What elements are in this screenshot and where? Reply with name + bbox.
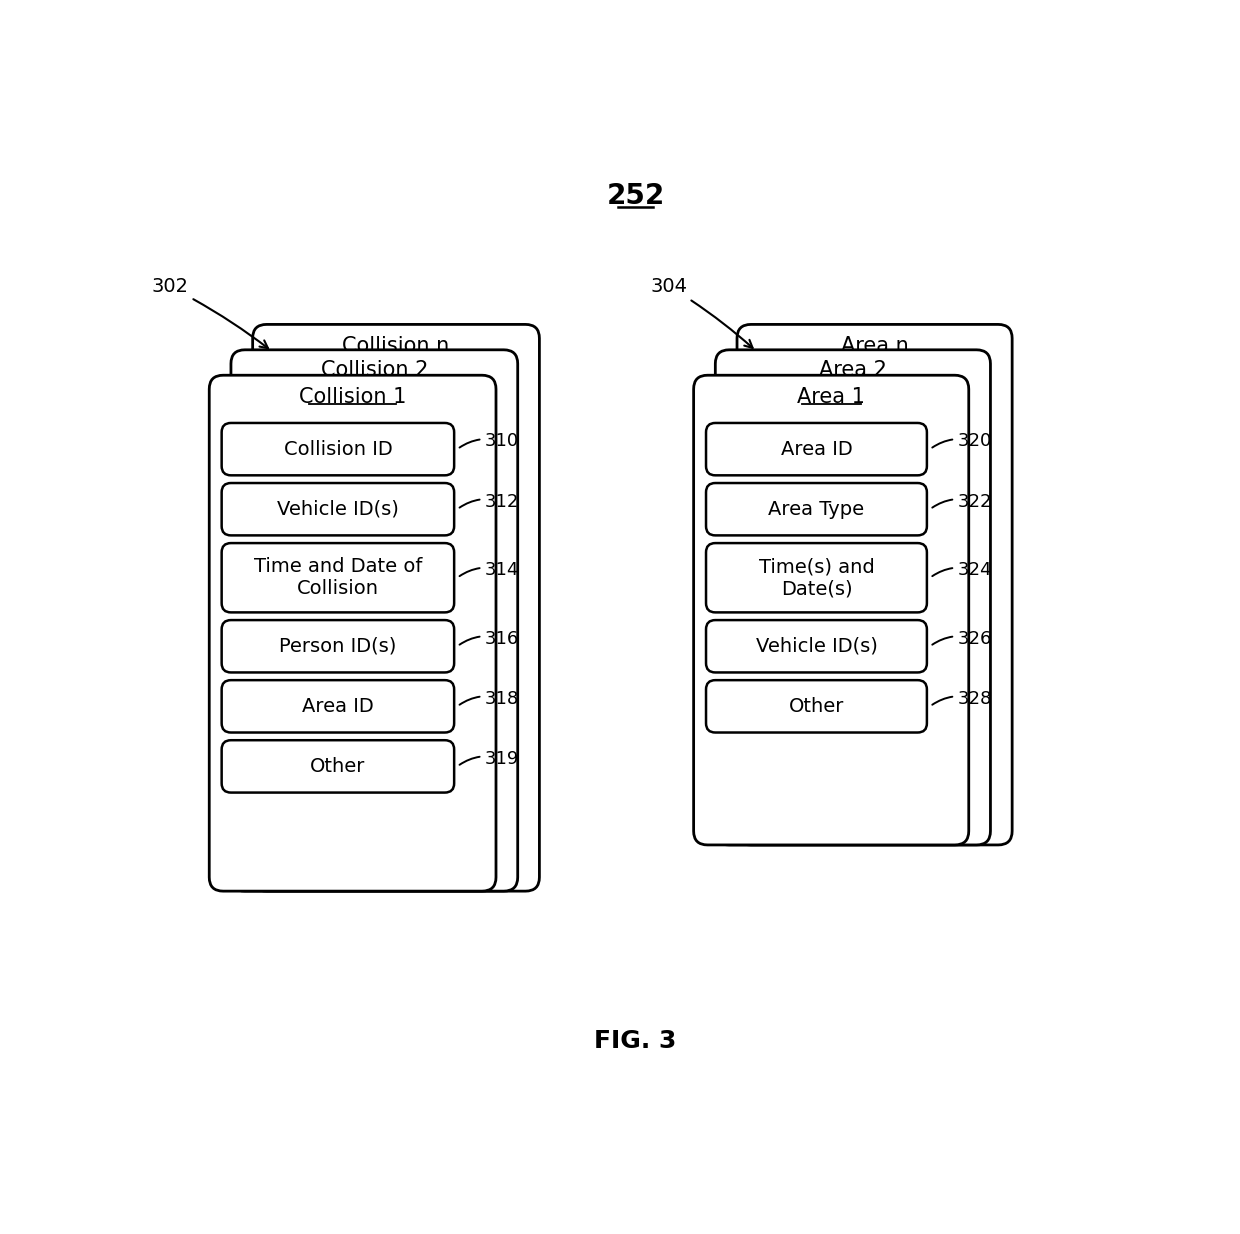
Text: • • •: • • • xyxy=(848,360,901,380)
Text: 302: 302 xyxy=(151,278,268,348)
Text: Area Type: Area Type xyxy=(769,500,864,518)
FancyBboxPatch shape xyxy=(210,375,496,891)
Text: Area ID: Area ID xyxy=(781,439,852,459)
Text: Vehicle ID(s): Vehicle ID(s) xyxy=(755,637,878,655)
FancyBboxPatch shape xyxy=(222,423,454,475)
Text: Vehicle ID(s): Vehicle ID(s) xyxy=(277,500,399,518)
Text: Collision 2: Collision 2 xyxy=(321,360,428,380)
FancyBboxPatch shape xyxy=(706,543,926,612)
Text: FIG. 3: FIG. 3 xyxy=(594,1029,677,1054)
FancyBboxPatch shape xyxy=(706,482,926,536)
Text: Area 1: Area 1 xyxy=(797,386,866,407)
Text: 326: 326 xyxy=(932,629,992,648)
FancyBboxPatch shape xyxy=(222,482,454,536)
Text: 252: 252 xyxy=(606,181,665,210)
Text: Person ID(s): Person ID(s) xyxy=(279,637,397,655)
Text: Collision n: Collision n xyxy=(342,336,450,355)
FancyBboxPatch shape xyxy=(222,543,454,612)
Text: 322: 322 xyxy=(932,492,992,511)
FancyBboxPatch shape xyxy=(222,740,454,792)
FancyBboxPatch shape xyxy=(222,680,454,733)
Text: Other: Other xyxy=(789,697,844,716)
FancyBboxPatch shape xyxy=(706,423,926,475)
Text: 312: 312 xyxy=(460,492,520,511)
Text: 314: 314 xyxy=(460,561,520,579)
Text: Time(s) and
Date(s): Time(s) and Date(s) xyxy=(759,558,874,598)
Text: Area ID: Area ID xyxy=(303,697,373,716)
Text: Area 2: Area 2 xyxy=(818,360,887,380)
FancyBboxPatch shape xyxy=(715,349,991,845)
Text: 328: 328 xyxy=(932,690,992,707)
FancyBboxPatch shape xyxy=(737,325,1012,845)
Text: Collision ID: Collision ID xyxy=(284,439,392,459)
Text: Collision 1: Collision 1 xyxy=(299,386,407,407)
FancyBboxPatch shape xyxy=(222,621,454,673)
Text: Other: Other xyxy=(310,756,366,776)
FancyBboxPatch shape xyxy=(693,375,968,845)
FancyBboxPatch shape xyxy=(706,680,926,733)
Text: Area n: Area n xyxy=(841,336,909,355)
Text: 304: 304 xyxy=(651,278,753,348)
Text: 320: 320 xyxy=(932,432,992,450)
FancyBboxPatch shape xyxy=(231,349,518,891)
FancyBboxPatch shape xyxy=(253,325,539,891)
Text: Time and Date of
Collision: Time and Date of Collision xyxy=(254,558,422,598)
Text: 316: 316 xyxy=(460,629,520,648)
Text: 318: 318 xyxy=(460,690,520,707)
Text: • • •: • • • xyxy=(370,360,423,380)
Text: 319: 319 xyxy=(460,750,520,768)
Text: 324: 324 xyxy=(932,561,992,579)
FancyBboxPatch shape xyxy=(706,621,926,673)
Text: 310: 310 xyxy=(460,432,520,450)
